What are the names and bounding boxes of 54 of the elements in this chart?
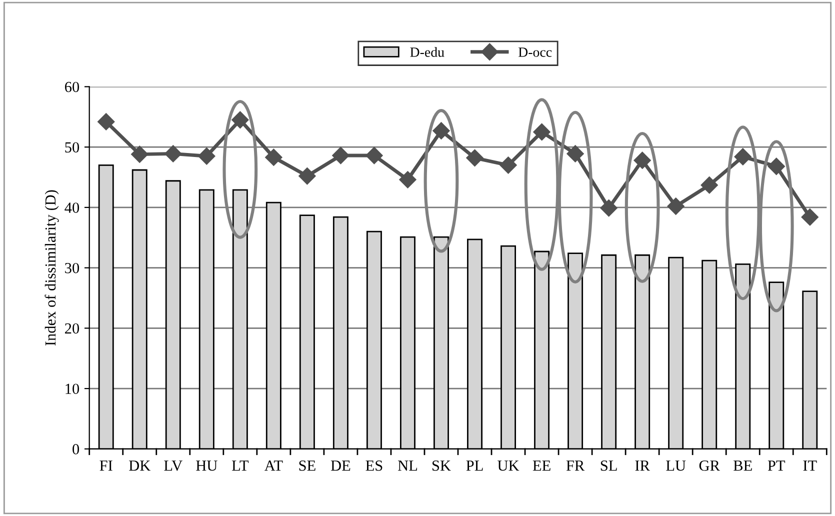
- x-tick-label: UK: [498, 460, 520, 471]
- point: [600, 199, 618, 217]
- point: [667, 198, 684, 215]
- x-tick-label: EE: [532, 460, 550, 471]
- point: [634, 152, 651, 169]
- x-tick-label: ES: [366, 460, 382, 471]
- x-tick-label: DE: [330, 460, 350, 471]
- point: [232, 111, 249, 128]
- point: [533, 123, 550, 141]
- x-tick-label: LV: [164, 460, 182, 471]
- legend-label: D-edu: [410, 47, 444, 57]
- x-tick-label: LU: [666, 460, 686, 471]
- x-tick-label: GR: [699, 460, 720, 471]
- y-tick-label: 30: [65, 262, 80, 274]
- x-tick-label: FI: [100, 460, 112, 471]
- point: [734, 148, 752, 166]
- point: [366, 146, 383, 164]
- x-tick-label: DK: [129, 460, 150, 471]
- y-tick-label: 10: [66, 384, 80, 394]
- point: [466, 149, 484, 166]
- point: [265, 148, 282, 166]
- point: [432, 122, 450, 140]
- y-tick-label: 60: [65, 82, 80, 92]
- point: [500, 156, 517, 174]
- x-tick-label: AT: [264, 460, 283, 471]
- x-tick-label: IT: [803, 460, 817, 471]
- y-tick-label: 0: [72, 444, 80, 454]
- x-tick-label: HU: [196, 460, 218, 471]
- point: [399, 171, 416, 188]
- x-tick-label: PT: [768, 460, 786, 471]
- point: [198, 148, 216, 165]
- y-tick-label: 50: [65, 142, 80, 153]
- x-tick-label: PL: [466, 460, 483, 471]
- x-tick-label: SK: [432, 460, 451, 471]
- x-tick-label: FR: [566, 460, 585, 471]
- x-tick-label: NL: [398, 460, 417, 471]
- y-tick-label: 20: [65, 323, 80, 334]
- x-tick-label: LT: [232, 460, 249, 471]
- point: [98, 113, 115, 130]
- point: [298, 167, 316, 185]
- x-tick-label: BE: [734, 460, 752, 471]
- x-tick-label: SL: [600, 460, 617, 471]
- point: [801, 208, 818, 226]
- x-tick-label: IR: [635, 460, 650, 471]
- legend-label: D-occ: [518, 48, 552, 57]
- y-axis-title: Index of dissimilarity (D): [44, 190, 59, 346]
- point: [131, 146, 148, 163]
- x-tick-label: SE: [299, 460, 316, 471]
- point: [164, 145, 182, 162]
- point: [332, 146, 350, 164]
- point: [768, 158, 785, 175]
- point: [566, 145, 584, 162]
- point: [700, 176, 718, 194]
- y-tick-label: 40: [64, 202, 80, 213]
